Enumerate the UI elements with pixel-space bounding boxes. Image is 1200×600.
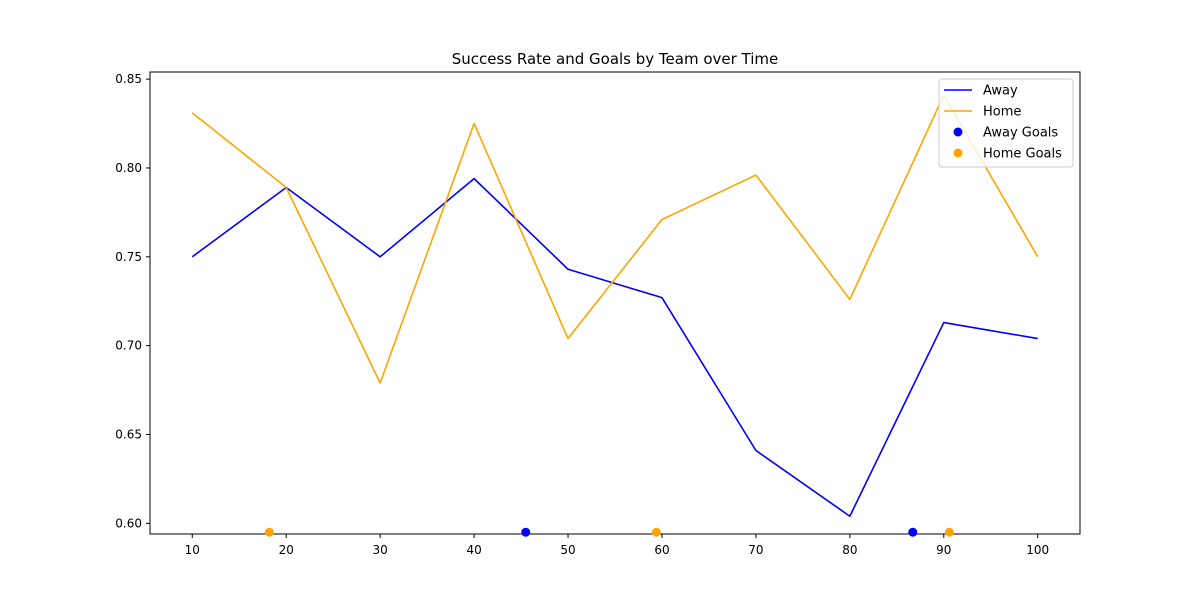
scatter-point-away-goals	[521, 527, 531, 537]
y-tick-label: 0.60	[115, 516, 142, 530]
scatter-point-home-goals	[651, 527, 661, 537]
legend-label-home-goals: Home Goals	[983, 147, 1062, 162]
legend: Away Home Away Goals Home Goals	[938, 78, 1074, 168]
plot-area	[149, 71, 1081, 535]
series-layer	[191, 94, 1039, 537]
x-tick-label: 60	[654, 543, 669, 557]
legend-swatch-home-goals	[953, 148, 963, 158]
x-tick-label: 30	[373, 543, 388, 557]
legend-label-away-goals: Away Goals	[983, 126, 1058, 141]
x-tick-label: 100	[1026, 543, 1049, 557]
y-tick-label: 0.70	[115, 339, 142, 353]
y-tick-label: 0.65	[115, 427, 142, 441]
plot-frame	[149, 71, 1081, 535]
series-line-home	[191, 94, 1039, 384]
legend-swatch-away-goals	[953, 127, 963, 137]
x-axis: 10 20 30 40 50 60 70 80 90 100	[185, 534, 1049, 557]
x-tick-label: 10	[185, 543, 200, 557]
scatter-point-away-goals	[908, 527, 918, 537]
y-tick-label: 0.75	[115, 250, 142, 264]
legend-label-away: Away	[983, 84, 1018, 99]
x-tick-label: 50	[560, 543, 575, 557]
x-tick-label: 70	[748, 543, 763, 557]
legend-box	[938, 78, 1074, 168]
y-axis: 0.60 0.65 0.70 0.75 0.80 0.85	[115, 72, 150, 530]
x-tick-label: 90	[936, 543, 951, 557]
y-tick-label: 0.85	[115, 72, 142, 86]
y-tick-label: 0.80	[115, 161, 142, 175]
series-line-away	[191, 177, 1038, 518]
scatter-point-home-goals	[264, 527, 274, 537]
chart-title: Success Rate and Goals by Team over Time	[452, 50, 779, 68]
x-tick-label: 80	[842, 543, 857, 557]
x-tick-label: 20	[279, 543, 294, 557]
x-tick-label: 40	[466, 543, 481, 557]
legend-label-home: Home	[983, 105, 1021, 120]
scatter-point-home-goals	[944, 527, 954, 537]
